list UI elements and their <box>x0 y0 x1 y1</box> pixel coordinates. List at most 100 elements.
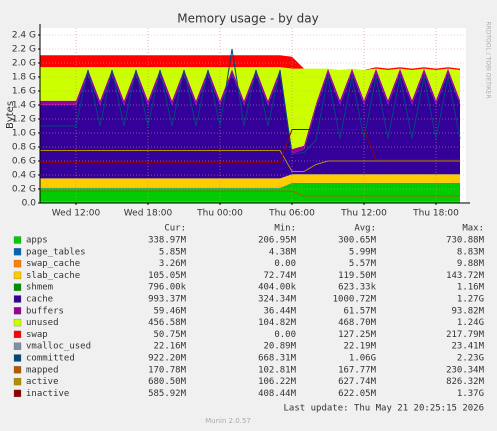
legend-stat: 61.57M <box>343 306 376 316</box>
legend-name: mapped <box>26 365 59 375</box>
legend-stat: 0.00 <box>274 330 296 340</box>
y-tick-label: 0.6 G <box>12 157 36 167</box>
legend-stat: 993.37M <box>148 295 187 305</box>
x-tick-label: Thu 06:00 <box>268 209 315 219</box>
legend-name: slab_cache <box>26 271 80 281</box>
legend-name: vmalloc_used <box>26 342 91 352</box>
legend-stat: 0.00 <box>274 259 296 269</box>
legend-name: buffers <box>26 306 64 316</box>
area-apps <box>40 183 460 203</box>
legend-stat: 5.85M <box>159 247 187 257</box>
legend-stat: 217.79M <box>446 330 485 340</box>
legend-stat: 5.57M <box>349 259 377 269</box>
legend-stat: 300.65M <box>338 236 377 246</box>
legend-stat: 230.34M <box>446 365 485 375</box>
x-tick-label: Thu 00:00 <box>196 209 243 219</box>
legend-stat: 36.44M <box>263 306 296 316</box>
legend-swatch <box>13 271 22 280</box>
y-tick-label: 1.8 G <box>12 73 36 83</box>
legend-stat: 104.82M <box>258 318 297 328</box>
legend-stat: 338.97M <box>148 236 187 246</box>
legend-stat: 730.88M <box>446 236 485 246</box>
y-tick-label: 2.2 G <box>12 45 36 55</box>
legend-name: inactive <box>26 389 69 399</box>
y-tick-label: 0.8 G <box>12 143 36 153</box>
legend-name: swap <box>26 330 48 340</box>
legend-name: cache <box>26 295 53 305</box>
legend-stat: 408.44M <box>258 389 297 399</box>
legend-stat: 622.05M <box>338 389 377 399</box>
area-slab_cache <box>40 174 460 188</box>
y-axis-label: Bytes <box>5 101 16 129</box>
legend-swatch <box>13 354 22 362</box>
legend-stat: 826.32M <box>446 377 485 387</box>
legend-stat: 23.41M <box>451 342 484 352</box>
legend-swatch <box>13 248 22 256</box>
area-unused <box>40 67 460 150</box>
line-committed <box>40 48 461 155</box>
legend-stat: 167.77M <box>338 365 377 375</box>
y-tick-label: 0.2 G <box>12 185 36 195</box>
legend-stat: 1.24G <box>457 318 484 328</box>
area-cache <box>40 72 460 179</box>
legend-stat: 585.92M <box>148 389 187 399</box>
legend-stat: 456.58M <box>148 318 187 328</box>
area-buffers <box>40 68 460 154</box>
side-label: RRDTOOL / TOBI OETIKER <box>485 21 492 98</box>
legend-stat: 105.05M <box>148 271 187 281</box>
legend-stat: 143.72M <box>446 271 485 281</box>
y-tick-label: 2.4 G <box>12 31 36 41</box>
legend-stat: 127.25M <box>338 330 377 340</box>
legend-swatch <box>13 318 22 327</box>
legend-name: committed <box>26 354 75 364</box>
y-tick-label: 1.0 G <box>12 129 36 139</box>
legend-stat: 1.06G <box>349 354 376 364</box>
legend-stat: 4.38M <box>269 247 297 257</box>
legend-stat: 20.89M <box>263 342 296 352</box>
legend-stat: 5.99M <box>349 247 377 257</box>
legend-swatch <box>13 366 22 374</box>
line-active <box>40 150 460 172</box>
legend-header: Avg: <box>354 224 376 234</box>
legend-swatch <box>13 342 22 350</box>
legend-header: Min: <box>274 224 296 234</box>
legend-swatch <box>13 259 22 268</box>
area-swap <box>40 55 460 70</box>
legend-stat: 9.88M <box>457 259 485 269</box>
legend-name: swap_cache <box>26 259 80 269</box>
y-tick-label: 1.2 G <box>12 115 36 125</box>
legend-stat: 922.20M <box>148 354 187 364</box>
legend-stat: 1.27G <box>457 295 484 305</box>
legend-stat: 8.83M <box>457 247 485 257</box>
last-update: Last update: Thu May 21 20:25:15 2026 <box>284 404 484 414</box>
line-inactive <box>40 129 460 163</box>
legend-swatch <box>13 377 22 386</box>
legend-stat: 93.82M <box>451 306 484 316</box>
legend-stat: 50.75M <box>153 330 186 340</box>
x-tick-label: Wed 12:00 <box>52 209 101 219</box>
legend-stat: 623.33k <box>338 283 377 293</box>
legend-stat: 206.95M <box>258 236 297 246</box>
legend-stat: 796.00k <box>148 283 187 293</box>
legend-swatch <box>13 307 22 315</box>
chart-title: Memory usage - by day <box>177 12 318 26</box>
legend-name: active <box>26 377 59 387</box>
y-tick-label: 1.6 G <box>12 87 36 97</box>
legend-stat: 1000.72M <box>333 295 377 305</box>
legend-header: Max: <box>462 224 484 234</box>
y-tick-label: 2.0 G <box>12 59 36 69</box>
legend-stat: 59.46M <box>153 306 186 316</box>
legend-stat: 72.74M <box>263 271 296 281</box>
legend-stat: 668.31M <box>258 354 297 364</box>
legend-stat: 627.74M <box>338 377 377 387</box>
y-tick-label: 0.4 G <box>12 171 36 181</box>
legend-stat: 404.00k <box>258 283 297 293</box>
x-tick-label: Thu 12:00 <box>340 209 387 219</box>
legend-swatch <box>13 389 22 398</box>
legend-stat: 680.50M <box>148 377 187 387</box>
legend-stat: 3.26M <box>159 259 187 269</box>
legend-name: page_tables <box>26 247 86 257</box>
legend-stat: 170.78M <box>148 365 187 375</box>
y-tick-label: 1.4 G <box>12 101 36 111</box>
